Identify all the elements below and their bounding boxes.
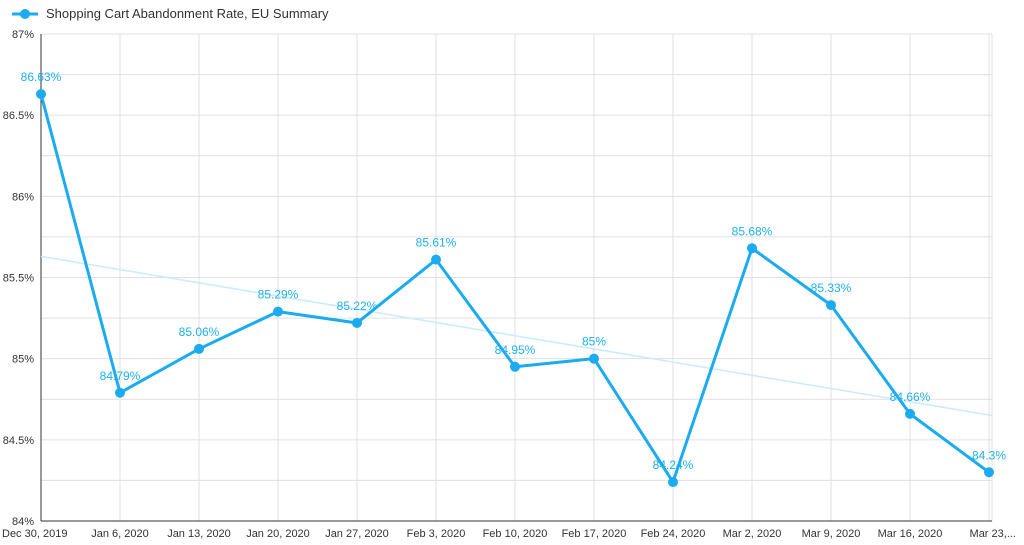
data-label: 85.68%	[732, 224, 773, 238]
y-tick-label: 84%	[12, 516, 34, 528]
trendline	[40, 255, 993, 417]
data-point[interactable]	[747, 243, 757, 254]
data-point[interactable]	[984, 467, 994, 478]
x-tick-label: Mar 16, 2020	[878, 528, 943, 540]
x-axis-ticks: Dec 30, 2019 Jan 6, 2020 Jan 13, 2020 Jan 2…	[2, 528, 1016, 540]
data-point[interactable]	[589, 353, 599, 364]
y-tick-label: 86.5%	[3, 110, 34, 122]
data-label: 85.22%	[337, 299, 378, 313]
data-label: 85.29%	[258, 288, 299, 302]
trendline-group	[40, 255, 993, 417]
data-label: 84.79%	[100, 369, 141, 383]
y-tick-label: 85%	[12, 354, 34, 366]
legend-label: Shopping Cart Abandonment Rate, EU Summa…	[46, 6, 329, 21]
data-point[interactable]	[273, 306, 283, 317]
data-point[interactable]	[668, 477, 678, 488]
x-tick-label: Jan 6, 2020	[91, 528, 149, 540]
grid	[40, 33, 993, 522]
data-label: 84.66%	[890, 390, 931, 404]
y-tick-label: 86%	[12, 191, 34, 203]
legend-marker-icon	[20, 9, 30, 19]
data-label: 85.06%	[179, 325, 220, 339]
x-tick-label: Dec 30, 2019	[2, 528, 67, 540]
data-point[interactable]	[826, 300, 836, 311]
data-label: 84.24%	[653, 458, 694, 472]
x-tick-label: Mar 2, 2020	[723, 528, 782, 540]
data-label: 85.61%	[416, 236, 457, 250]
data-label: 85%	[582, 335, 606, 349]
x-tick-label: Jan 13, 2020	[167, 528, 231, 540]
y-tick-label: 84.5%	[3, 435, 34, 447]
data-point[interactable]	[352, 317, 362, 328]
data-point[interactable]	[431, 254, 441, 265]
data-label: 86.63%	[21, 70, 62, 84]
data-label: 85.33%	[811, 281, 852, 295]
x-tick-label: Jan 20, 2020	[246, 528, 310, 540]
data-label: 84.95%	[495, 343, 536, 357]
data-point[interactable]	[36, 89, 46, 100]
legend[interactable]: Shopping Cart Abandonment Rate, EU Summa…	[12, 6, 329, 21]
y-axis-ticks: 84% 84.5% 85% 85.5% 86% 86.5% 87%	[3, 29, 34, 528]
data-point[interactable]	[115, 387, 125, 398]
x-tick-label: Feb 3, 2020	[407, 528, 466, 540]
x-tick-label: Feb 24, 2020	[641, 528, 706, 540]
data-labels: 86.63% 84.79% 85.06% 85.29% 85.22% 85.61% 84.9…	[21, 70, 1007, 472]
series-group	[36, 89, 994, 488]
x-tick-label: Feb 17, 2020	[562, 528, 627, 540]
x-tick-label: Mar 23,...	[970, 528, 1016, 540]
y-tick-label: 87%	[12, 29, 34, 41]
x-tick-label: Jan 27, 2020	[325, 528, 389, 540]
data-label: 84.3%	[972, 448, 1006, 462]
x-tick-label: Mar 9, 2020	[802, 528, 861, 540]
x-tick-label: Feb 10, 2020	[483, 528, 548, 540]
data-point[interactable]	[905, 408, 915, 419]
y-tick-label: 85.5%	[3, 273, 34, 285]
data-point[interactable]	[510, 361, 520, 372]
data-point[interactable]	[194, 343, 204, 354]
